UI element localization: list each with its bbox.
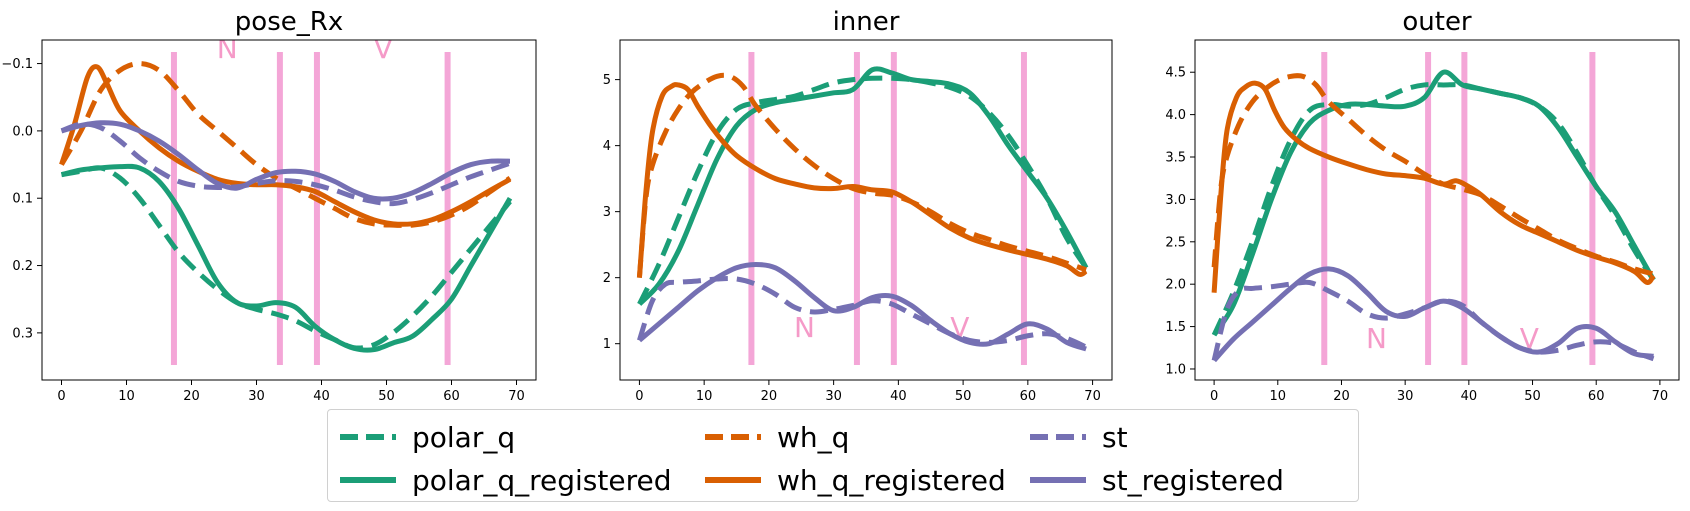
- y-tick-label: 3.0: [1165, 193, 1186, 208]
- series-line-wh-q-registered: [636, 82, 1088, 278]
- x-tick-label: 30: [825, 389, 842, 404]
- legend-item-polar-q: polar_q: [338, 417, 515, 457]
- y-tick-label: 0.0: [12, 124, 33, 139]
- y-tick-label: −0.1: [1, 57, 33, 72]
- series-line-st-registered: [637, 261, 1087, 352]
- x-tick-label: 70: [1084, 389, 1101, 404]
- legend-label-polar-q: polar_q: [412, 420, 516, 454]
- y-tick-label: 5: [603, 73, 611, 88]
- y-tick-label: 2.5: [1165, 235, 1186, 250]
- legend-swatch-wh-q: [705, 434, 761, 440]
- charts-svg: pose_RxN V0 10 20 30 40 50 60 70−0.10.00.10.20.3…: [1, 7, 1680, 404]
- x-tick-label: 0: [57, 389, 65, 404]
- panel-inner: inner N V 0 10 20 30 40 50 60 70 1 2 3 4 5: [603, 7, 1113, 404]
- y-tick-label: 0.3: [12, 326, 33, 341]
- y-tick-label: 1: [603, 337, 611, 352]
- x-tick-label: 0: [1210, 389, 1218, 404]
- legend-swatch-wh-q-registered: [705, 477, 761, 483]
- x-tick-label: 10: [118, 389, 135, 404]
- x-tick-label: 30: [1397, 389, 1414, 404]
- panel-title-pose-rx: pose_Rx: [235, 7, 343, 37]
- y-tick-label: 1.5: [1165, 320, 1186, 335]
- legend-swatch-polar-q: [340, 434, 396, 440]
- x-tick-label: 30: [248, 389, 265, 404]
- annotation-n: N: [794, 311, 815, 344]
- series-line-st: [1211, 279, 1655, 362]
- legend-item-wh-q-registered: wh_q_registered: [703, 460, 1006, 500]
- x-tick-label: 60: [1588, 389, 1605, 404]
- series-line-polar-q: [61, 165, 512, 351]
- axes-frame: [41, 39, 537, 381]
- series-line-polar-q-registered: [637, 66, 1089, 306]
- series-line-wh-q-registered: [59, 64, 512, 227]
- x-tick-label: 20: [761, 389, 778, 404]
- panel-title-inner: inner: [833, 7, 900, 37]
- legend-swatch-st-registered: [1030, 477, 1086, 483]
- annotation-v: V: [1520, 322, 1539, 355]
- legend-item-polar-q-registered: polar_q_registered: [338, 460, 672, 500]
- x-tick-label: 50: [378, 389, 395, 404]
- x-tick-label: 40: [313, 389, 330, 404]
- legend-label-st: st: [1102, 420, 1128, 454]
- legend-item-wh-q: wh_q: [703, 417, 849, 457]
- x-tick-label: 20: [183, 389, 200, 404]
- legend-item-st: st: [1028, 417, 1128, 457]
- series-line-wh-q-registered: [1211, 80, 1656, 293]
- y-tick-label: 3: [603, 205, 611, 220]
- annotation-v: V: [374, 32, 393, 65]
- series-line-polar-q: [637, 75, 1089, 306]
- legend: polar_q polar_q_registered wh_q wh_q_reg…: [327, 409, 1359, 502]
- legend-swatch-st: [1030, 434, 1086, 440]
- x-tick-label: 10: [1270, 389, 1287, 404]
- series-line-st: [60, 121, 511, 207]
- y-tick-label: 2: [603, 271, 611, 286]
- x-tick-label: 10: [696, 389, 713, 404]
- x-tick-label: 40: [1461, 389, 1478, 404]
- axes-frame: [619, 39, 1113, 381]
- x-tick-label: 70: [1652, 389, 1669, 404]
- annotation-n: N: [1366, 322, 1387, 355]
- axes-frame: [1194, 39, 1680, 381]
- x-tick-label: 60: [1020, 389, 1037, 404]
- y-tick-label: 4.0: [1165, 108, 1186, 123]
- panel-pose-rx: pose_RxN V0 10 20 30 40 50 60 70−0.10.00.10.20.3: [1, 7, 537, 404]
- series-line-polar-q-registered: [60, 163, 513, 353]
- legend-label-st-registered: st_registered: [1102, 463, 1284, 497]
- series-line-st-registered: [1212, 266, 1654, 363]
- x-tick-label: 20: [1333, 389, 1350, 404]
- annotation-n: N: [217, 32, 238, 65]
- y-tick-label: 2.0: [1165, 278, 1186, 293]
- x-tick-label: 50: [955, 389, 972, 404]
- y-tick-label: 0.2: [12, 259, 33, 274]
- legend-swatch-polar-q-registered: [340, 477, 396, 483]
- panel-title-outer: outer: [1402, 7, 1472, 37]
- x-tick-label: 50: [1524, 389, 1541, 404]
- series-line-st: [637, 276, 1088, 350]
- series-line-st-registered: [60, 120, 511, 202]
- y-tick-label: 4.5: [1165, 66, 1186, 81]
- series-line-wh-q: [636, 72, 1087, 278]
- x-tick-label: 40: [890, 389, 907, 404]
- legend-label-polar-q-registered: polar_q_registered: [412, 463, 672, 497]
- series-line-wh-q: [59, 61, 512, 228]
- y-tick-label: 4: [603, 139, 611, 154]
- x-tick-label: 60: [443, 389, 460, 404]
- y-tick-label: 3.5: [1165, 151, 1186, 166]
- y-tick-label: 1.0: [1165, 362, 1186, 377]
- legend-label-wh-q: wh_q: [777, 420, 850, 454]
- y-tick-label: 0.1: [12, 192, 33, 207]
- x-tick-label: 70: [508, 389, 525, 404]
- series-line-polar-q-registered: [1212, 69, 1656, 337]
- legend-label-wh-q-registered: wh_q_registered: [777, 463, 1006, 497]
- x-tick-label: 0: [635, 389, 643, 404]
- legend-item-st-registered: st_registered: [1028, 460, 1284, 500]
